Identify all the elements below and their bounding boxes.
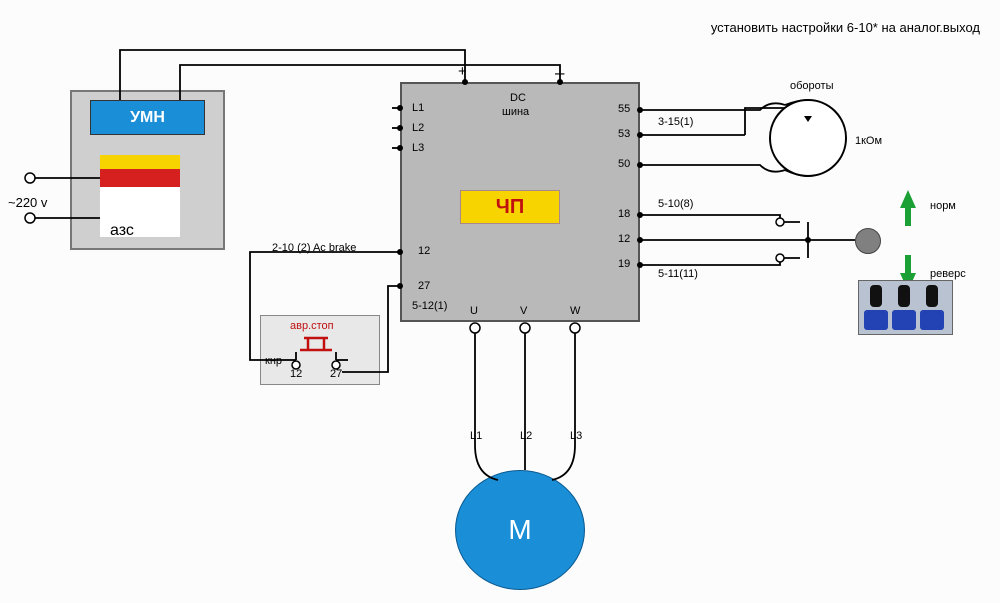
vfd-t12r: 12	[618, 233, 630, 245]
vfd-note-3-15: 3-15(1)	[658, 116, 693, 128]
minus-sign: –	[555, 63, 564, 83]
direction-knob[interactable]	[855, 228, 881, 254]
motor-label: М	[508, 514, 531, 546]
vfd-badge-label: ЧП	[496, 196, 524, 219]
vfd-badge: ЧП	[460, 190, 560, 224]
estop-knr: кнр	[265, 355, 282, 367]
umn-block: УМН	[90, 100, 205, 135]
vfd-t19: 19	[618, 258, 630, 270]
arrow-up-stem	[905, 208, 911, 226]
motor-l3: L3	[570, 430, 582, 442]
dir-norm: норм	[930, 200, 956, 212]
azs-band-red	[100, 169, 180, 187]
vfd-t50: 50	[618, 158, 630, 170]
plus-sign: +	[458, 63, 467, 80]
dir-rev: реверс	[930, 268, 966, 280]
switch-photo-base3	[920, 310, 944, 330]
switch-photo-base2	[892, 310, 916, 330]
switch-photo-knob3	[926, 285, 938, 307]
motor: М	[455, 470, 585, 590]
speed-value: 1кОм	[855, 135, 882, 147]
azs-band-yellow	[100, 155, 180, 169]
vfd-t18: 18	[618, 208, 630, 220]
vfd-w: W	[570, 305, 580, 317]
vfd-note-5-11: 5-11(11)	[658, 268, 698, 280]
vfd-t55: 55	[618, 103, 630, 115]
vfd-ac-brake: 2-10 (2) Ac brake	[272, 242, 356, 254]
motor-l1: L1	[470, 430, 482, 442]
vfd-l3: L3	[412, 142, 424, 154]
vfd-t53: 53	[618, 128, 630, 140]
speed-title: обороты	[790, 80, 833, 92]
arrow-up-icon	[900, 190, 916, 208]
power-label: ~220 v	[8, 195, 47, 210]
vfd-t12: 12	[418, 245, 430, 257]
vfd-v: V	[520, 305, 527, 317]
estop-t12: 12	[290, 368, 302, 380]
vfd-dc-sub: шина	[502, 106, 529, 118]
vfd-note-5-10: 5-10(8)	[658, 198, 693, 210]
vfd-dc-label: DC	[510, 92, 526, 104]
vfd-u: U	[470, 305, 478, 317]
switch-photo-knob1	[870, 285, 882, 307]
azs-label: азс	[110, 222, 134, 240]
motor-l2: L2	[520, 430, 532, 442]
umn-label: УМН	[130, 109, 165, 127]
vfd-l2: L2	[412, 122, 424, 134]
config-note: установить настройки 6-10* на аналог.вых…	[711, 20, 980, 35]
vfd-t27: 27	[418, 280, 430, 292]
switch-photo-base1	[864, 310, 888, 330]
estop-label: авр.стоп	[290, 320, 334, 332]
arrow-down-stem	[905, 255, 911, 273]
vfd-t5-12: 5-12(1)	[412, 300, 447, 312]
switch-photo-knob2	[898, 285, 910, 307]
vfd-l1: L1	[412, 102, 424, 114]
estop-t27: 27	[330, 368, 342, 380]
